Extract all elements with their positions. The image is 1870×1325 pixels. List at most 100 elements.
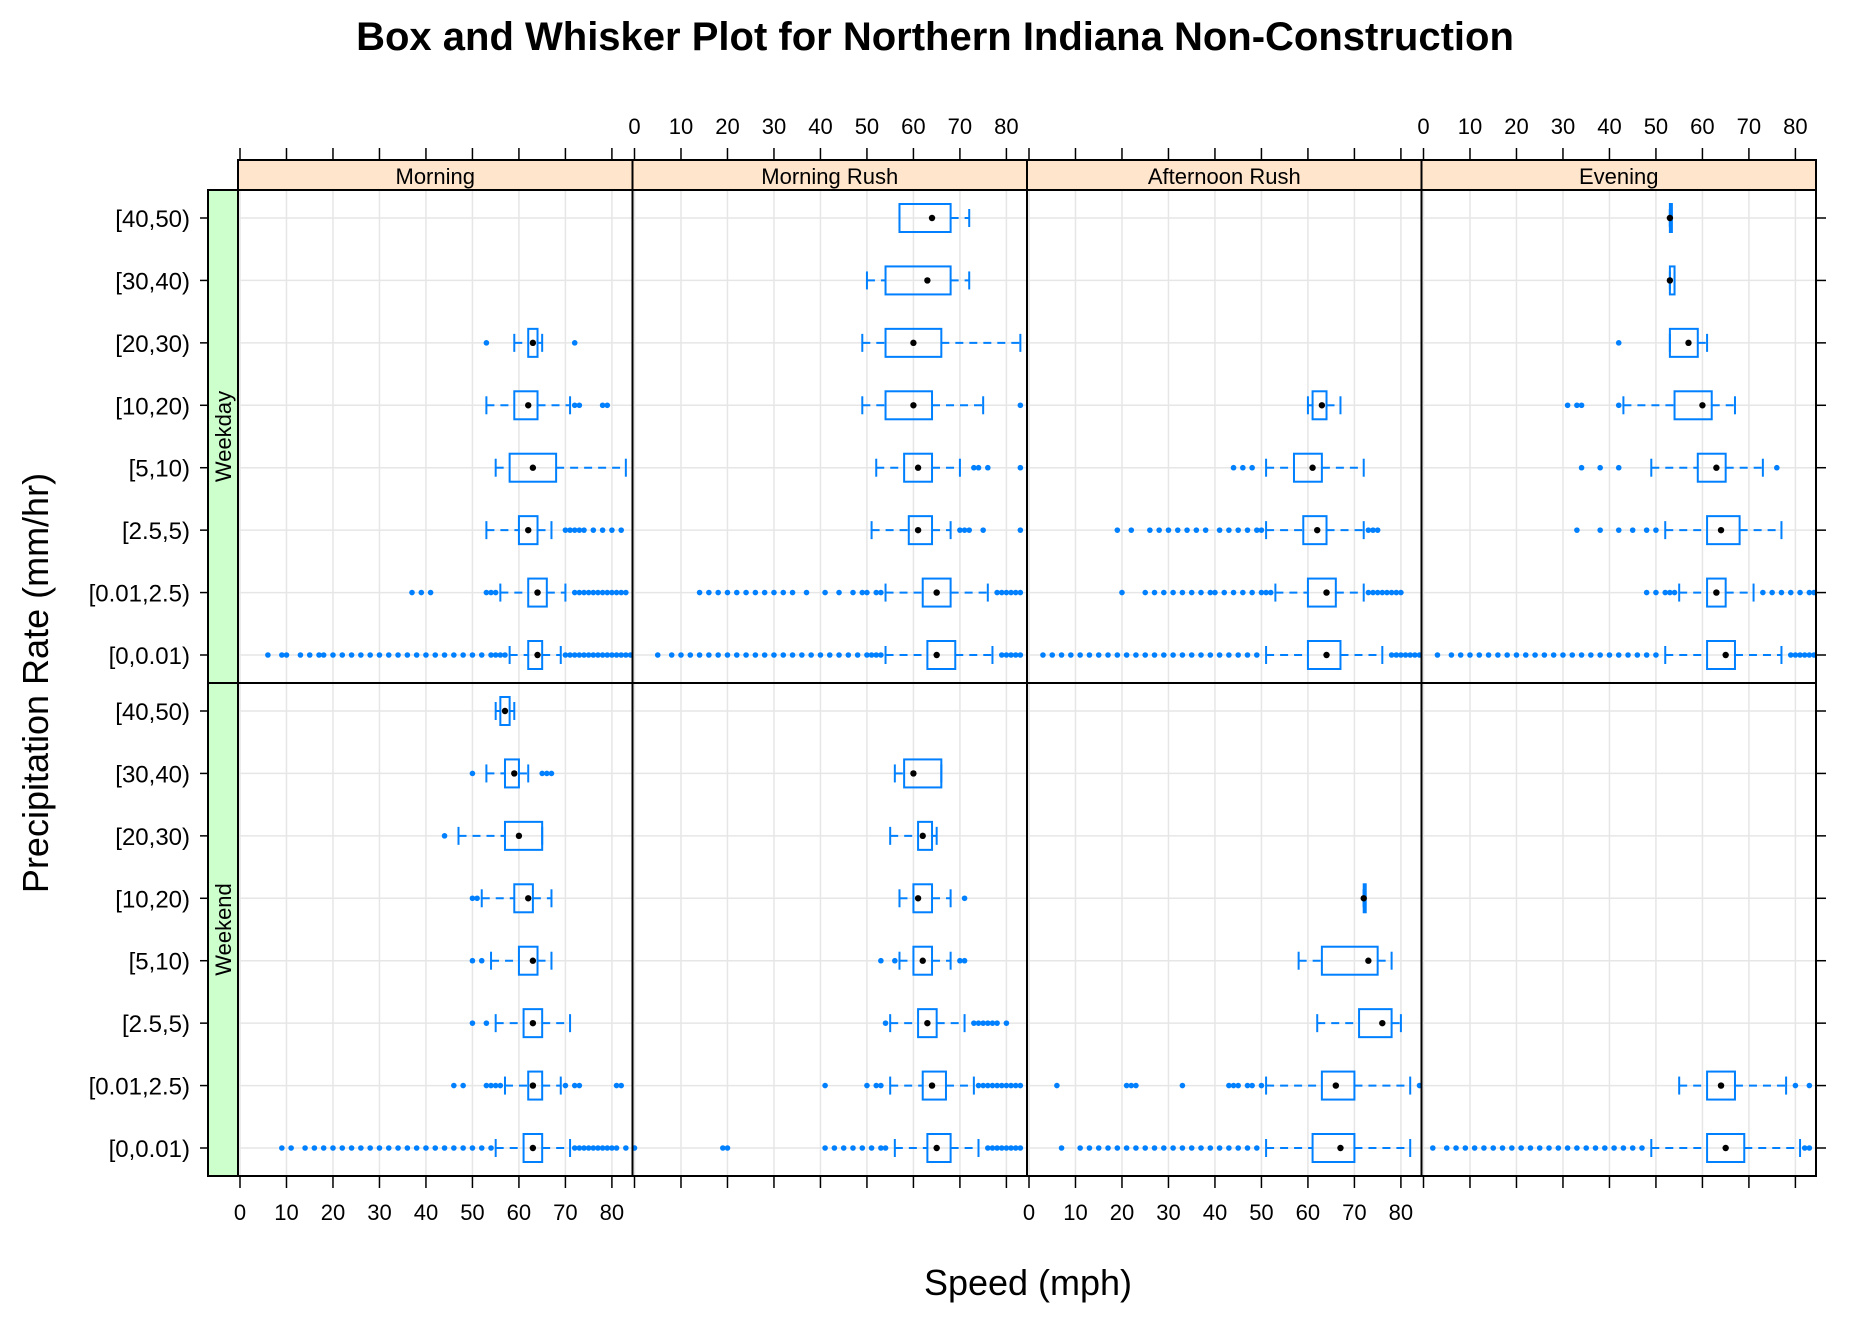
outlier-point (316, 652, 322, 658)
outlier-point (376, 1145, 383, 1151)
median-point (919, 957, 926, 964)
outlier-point (1012, 589, 1019, 596)
outlier-point (1398, 589, 1404, 596)
outlier-point (1068, 652, 1074, 658)
outlier-point (1017, 652, 1024, 658)
box-iqr (912, 945, 934, 976)
box-plot-[0,0.01) (1429, 1133, 1813, 1163)
outlier-point (469, 1020, 476, 1026)
outlier-point (413, 652, 420, 658)
outlier-point (1128, 1082, 1135, 1089)
box-plot-[5,10) (469, 945, 553, 976)
outlier-point (706, 589, 712, 596)
y-tick-label: [10,20) (115, 886, 190, 913)
outlier-point (1801, 652, 1808, 658)
box-iqr (527, 640, 544, 670)
box-iqr (517, 945, 539, 976)
outlier-point (989, 1020, 996, 1026)
outlier-point (1588, 652, 1594, 658)
median-point (525, 402, 532, 409)
box-iqr (1306, 640, 1342, 670)
outlier-point (1801, 1145, 1808, 1151)
outlier-point (590, 527, 597, 533)
outlier-point (1240, 589, 1246, 596)
box-plot-[0,0.01) (1058, 1133, 1412, 1163)
box-iqr (1673, 390, 1713, 421)
median-point (1717, 1082, 1725, 1089)
box-iqr (1320, 1070, 1356, 1101)
box-plot-[0.01,2.5) (409, 577, 629, 608)
box-plot-[30,40) (1666, 265, 1676, 296)
box-plot-[10,20) (485, 390, 611, 421)
outlier-point (998, 1145, 1005, 1151)
x-tick-label-top: 0 (628, 114, 640, 139)
outlier-point (961, 957, 968, 964)
outlier-point (998, 652, 1005, 658)
x-tick-label-bottom: 10 (274, 1200, 298, 1225)
outlier-point (599, 527, 606, 533)
outlier-point (1230, 1082, 1237, 1089)
outlier-point (623, 1145, 629, 1151)
outlier-point (395, 1145, 401, 1151)
outlier-point (469, 770, 476, 777)
outlier-point (1578, 464, 1585, 471)
outlier-point (1207, 589, 1214, 596)
outlier-point (576, 527, 583, 533)
outlier-point (1012, 1145, 1019, 1151)
median-point (928, 1082, 936, 1089)
box-plot-[10,20) (1564, 390, 1736, 421)
outlier-point (1574, 1145, 1580, 1151)
x-tick-label-bottom: 20 (1110, 1200, 1134, 1225)
outlier-point (1481, 1145, 1487, 1151)
outlier-point (358, 652, 364, 658)
outlier-point (957, 527, 963, 533)
box-iqr (522, 1008, 544, 1039)
outlier-point (590, 1145, 597, 1151)
outlier-point (1267, 589, 1274, 596)
box-iqr (921, 1070, 947, 1101)
outlier-point (1457, 652, 1464, 658)
outlier-point (1054, 1082, 1060, 1089)
outlier-point (1249, 589, 1255, 596)
box-iqr (1706, 515, 1741, 546)
outlier-point (1388, 652, 1395, 658)
median-point (933, 651, 940, 659)
outlier-point (878, 1145, 884, 1151)
box-iqr (508, 452, 558, 483)
outlier-point (771, 589, 777, 596)
median-point (1318, 402, 1326, 409)
outlier-point (618, 527, 625, 533)
outlier-point (469, 652, 476, 658)
x-axis-label: Speed (mph) (924, 1262, 1132, 1303)
outlier-point (1643, 527, 1650, 533)
outlier-point (265, 652, 271, 658)
outlier-point (492, 1082, 499, 1089)
x-tick-label-bottom: 70 (1342, 1200, 1366, 1225)
box-iqr (503, 758, 520, 789)
outlier-point (789, 589, 796, 596)
outlier-point (998, 1082, 1005, 1089)
box-iqr (1696, 452, 1727, 483)
outlier-point (1569, 652, 1576, 658)
box-plot-[10,20) (1306, 390, 1342, 421)
x-tick-label-bottom: 40 (414, 1200, 438, 1225)
outlier-point (668, 652, 675, 658)
outlier-point (780, 589, 787, 596)
outlier-point (613, 1145, 620, 1151)
outlier-point (1467, 652, 1473, 658)
box-iqr (1292, 452, 1323, 483)
x-tick-label-bottom: 50 (460, 1200, 484, 1225)
outlier-point (279, 1145, 285, 1151)
median-point (928, 214, 936, 222)
outlier-point (469, 895, 476, 902)
box-plot-[2.5,5) (485, 515, 625, 546)
outlier-point (562, 527, 569, 533)
x-tick-label-top: 50 (1644, 114, 1668, 139)
box-iqr (898, 203, 952, 233)
outlier-point (1513, 652, 1520, 658)
outlier-point (283, 652, 290, 658)
outlier-point (1429, 1145, 1436, 1151)
outlier-point (1221, 589, 1228, 596)
outlier-point (654, 652, 661, 658)
outlier-point (623, 589, 629, 596)
